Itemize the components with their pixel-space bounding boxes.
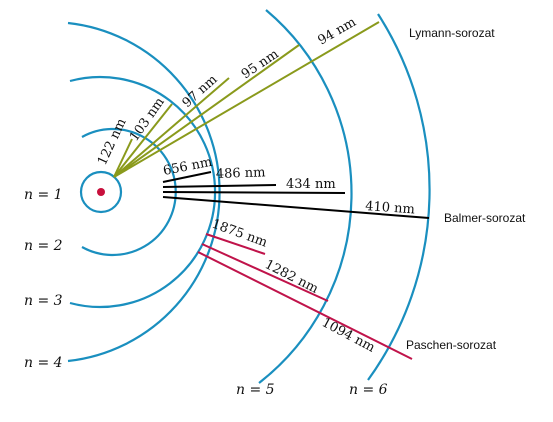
orbit-n5	[258, 9, 353, 384]
paschen-label-1094: 1094 nm	[319, 315, 377, 355]
level-label-n4: n = 4	[24, 355, 63, 371]
level-label-n3: n = 3	[24, 293, 63, 309]
balmer-label-486: 486 nm	[216, 165, 266, 182]
paschen-label-1282: 1282 nm	[262, 257, 320, 297]
lyman-label-94: 94 nm	[316, 15, 359, 49]
balmer-line-486	[162, 184, 277, 188]
lyman-label-122: 122 nm	[95, 116, 130, 167]
level-label-n6: n = 6	[349, 382, 388, 398]
paschen-line-1282	[201, 243, 329, 302]
lyman-line-103	[113, 103, 173, 178]
level-label-n5: n = 5	[236, 382, 275, 398]
lyman-label-95: 95 nm	[239, 47, 282, 83]
lyman-line-97	[113, 77, 230, 178]
balmer-line-410	[162, 196, 430, 219]
balmer-label-656: 656 nm	[162, 155, 214, 179]
orbit-n6	[367, 13, 431, 381]
series-label-balmer: Balmer-sorozat	[444, 211, 526, 225]
balmer-label-434: 434 nm	[286, 177, 336, 192]
nucleus-dot	[97, 188, 105, 196]
lyman-line-94	[113, 21, 380, 178]
series-label-lyman: Lymann-sorozat	[409, 26, 495, 40]
orbit-n1	[79, 170, 123, 214]
level-label-n2: n = 2	[24, 238, 63, 254]
lyman-line-95	[113, 44, 300, 178]
paschen-line-1875	[205, 233, 266, 255]
paschen-line-1094	[197, 251, 413, 360]
balmer-label-410: 410 nm	[365, 199, 416, 217]
balmer-line-656	[162, 171, 212, 183]
lyman-line-122	[113, 138, 133, 178]
level-label-n1: n = 1	[24, 187, 63, 203]
series-label-paschen: Paschen-sorozat	[406, 338, 497, 352]
balmer-line-434	[162, 191, 346, 194]
